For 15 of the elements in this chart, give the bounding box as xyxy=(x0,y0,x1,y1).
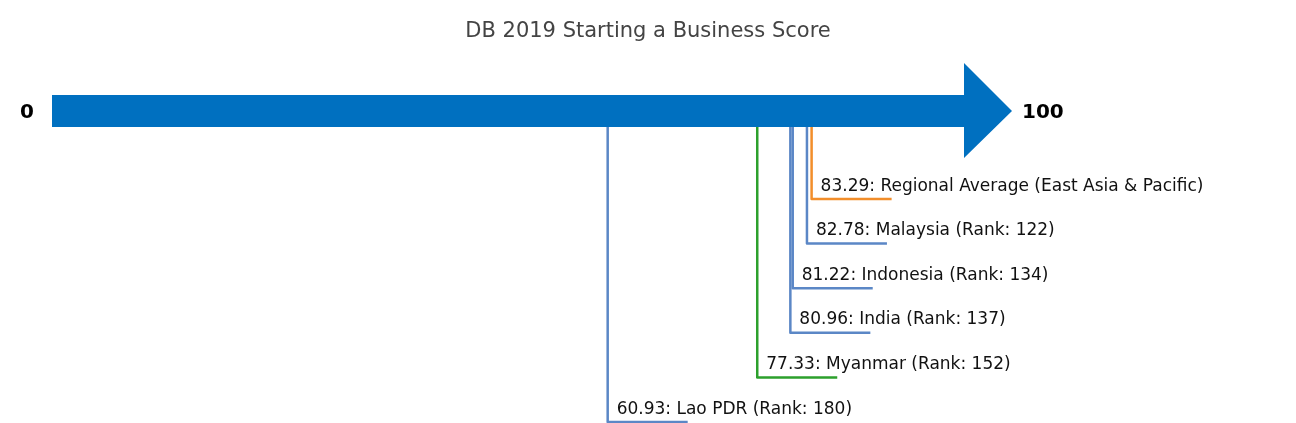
text: DB 2019 Starting a Business Score xyxy=(465,17,831,42)
data-label: 60.93: xyxy=(616,397,672,418)
data-label: 83.29: xyxy=(820,174,876,195)
text: 0 xyxy=(20,99,34,123)
category-label: Malaysia (Rank: 122) xyxy=(875,219,1055,240)
category-label: Indonesia (Rank: 134) xyxy=(861,263,1049,284)
data-label: 81.22: xyxy=(801,263,857,284)
category-label: India (Rank: 137) xyxy=(859,308,1006,329)
category-label: Regional Average (East Asia & Pacific) xyxy=(880,174,1204,195)
data-label: 80.96: xyxy=(799,308,854,329)
text: 100 xyxy=(1022,99,1064,123)
category-label: Lao PDR (Rank: 180) xyxy=(676,397,853,418)
category-label: Myanmar (Rank: 152) xyxy=(826,352,1011,373)
data-label: 82.78: xyxy=(815,219,871,240)
data-label: 77.33: xyxy=(766,352,821,373)
